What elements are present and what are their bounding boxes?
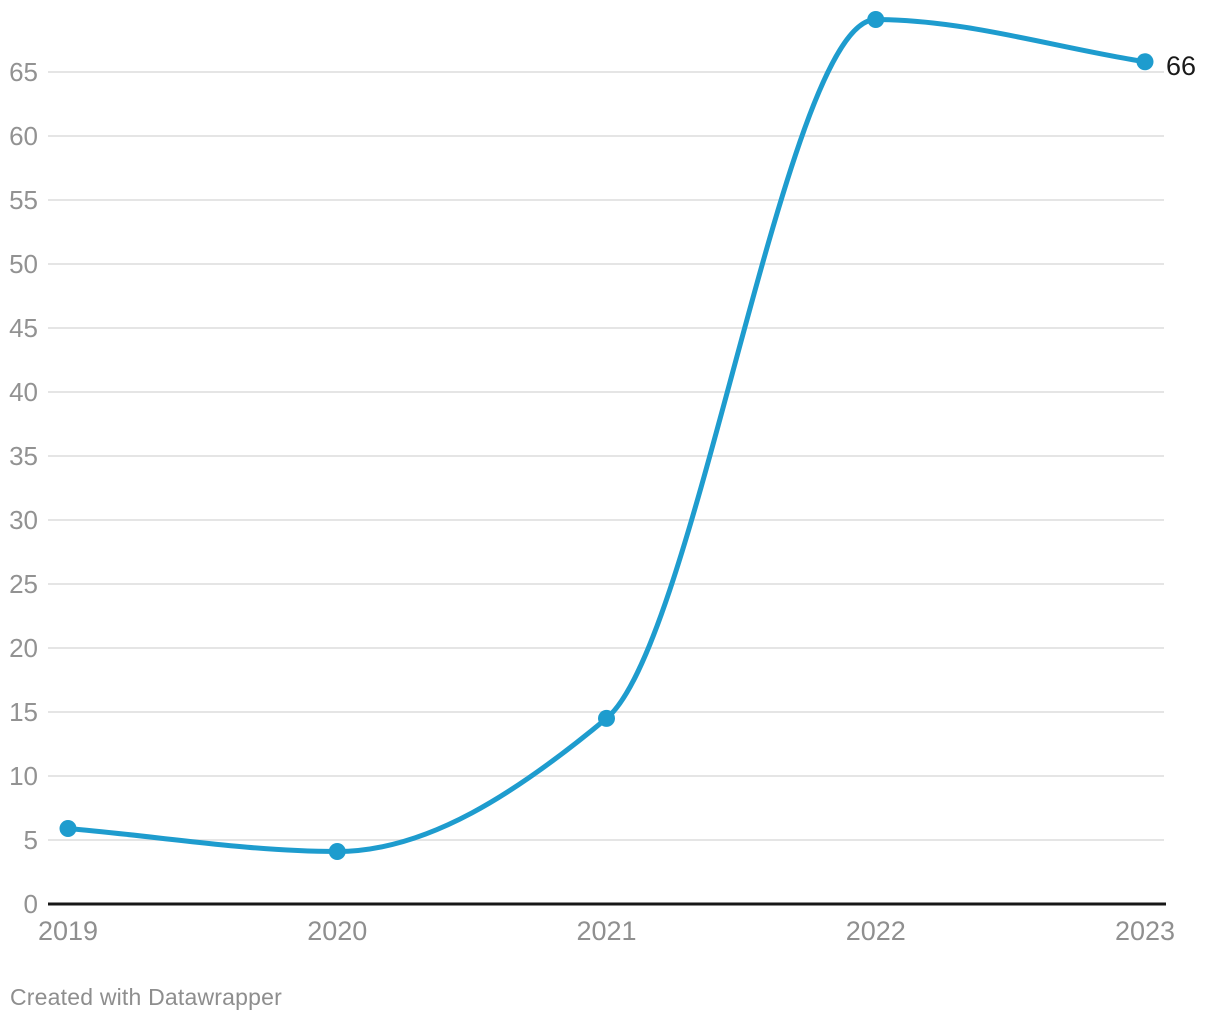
- x-tick-label: 2023: [1115, 916, 1175, 946]
- y-tick-label: 10: [9, 761, 38, 791]
- y-tick-label: 20: [9, 633, 38, 663]
- y-tick-label: 60: [9, 121, 38, 151]
- y-tick-label: 65: [9, 57, 38, 87]
- y-tick-label: 45: [9, 313, 38, 343]
- y-tick-label: 5: [24, 825, 38, 855]
- y-tick-label: 55: [9, 185, 38, 215]
- x-tick-label: 2021: [576, 916, 636, 946]
- x-tick-label: 2020: [307, 916, 367, 946]
- end-value-label: 66: [1166, 51, 1196, 81]
- data-point: [598, 709, 615, 727]
- y-tick-label: 0: [24, 889, 38, 919]
- y-tick-label: 35: [9, 441, 38, 471]
- y-tick-label: 25: [9, 569, 38, 599]
- y-tick-label: 30: [9, 505, 38, 535]
- x-tick-label: 2022: [846, 916, 906, 946]
- data-point: [1136, 53, 1154, 71]
- y-tick-label: 15: [9, 697, 38, 727]
- x-tick-label: 2019: [38, 916, 98, 946]
- data-point: [867, 11, 885, 29]
- data-point: [59, 819, 77, 837]
- data-point: [328, 843, 346, 861]
- y-tick-label: 40: [9, 377, 38, 407]
- y-tick-label: 50: [9, 249, 38, 279]
- datawrapper-credit: Created with Datawrapper: [10, 984, 282, 1010]
- line-path: [65, 17, 1148, 855]
